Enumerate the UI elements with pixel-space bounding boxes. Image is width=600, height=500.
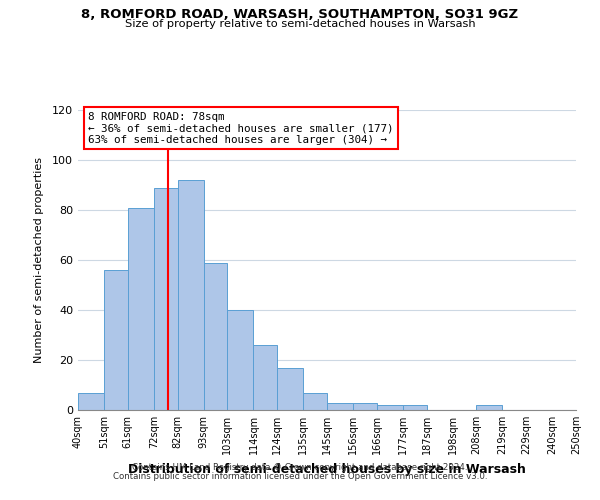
Text: 8 ROMFORD ROAD: 78sqm
← 36% of semi-detached houses are smaller (177)
63% of sem: 8 ROMFORD ROAD: 78sqm ← 36% of semi-deta… <box>88 112 394 144</box>
Bar <box>327 402 353 410</box>
Text: 8, ROMFORD ROAD, WARSASH, SOUTHAMPTON, SO31 9GZ: 8, ROMFORD ROAD, WARSASH, SOUTHAMPTON, S… <box>82 8 518 20</box>
Bar <box>377 405 403 410</box>
Bar <box>277 368 303 410</box>
Bar <box>353 402 377 410</box>
Bar <box>227 310 253 410</box>
X-axis label: Distribution of semi-detached houses by size in Warsash: Distribution of semi-detached houses by … <box>128 462 526 475</box>
Text: Contains public sector information licensed under the Open Government Licence v3: Contains public sector information licen… <box>113 472 487 481</box>
Bar <box>303 392 327 410</box>
Text: Size of property relative to semi-detached houses in Warsash: Size of property relative to semi-detach… <box>125 19 475 29</box>
Bar <box>476 405 502 410</box>
Bar <box>178 180 203 410</box>
Text: Contains HM Land Registry data © Crown copyright and database right 2024.: Contains HM Land Registry data © Crown c… <box>132 464 468 472</box>
Y-axis label: Number of semi-detached properties: Number of semi-detached properties <box>34 157 44 363</box>
Bar <box>128 208 154 410</box>
Bar <box>253 345 277 410</box>
Bar <box>154 188 178 410</box>
Bar <box>104 270 128 410</box>
Bar <box>78 392 104 410</box>
Bar <box>403 405 427 410</box>
Bar <box>203 262 227 410</box>
